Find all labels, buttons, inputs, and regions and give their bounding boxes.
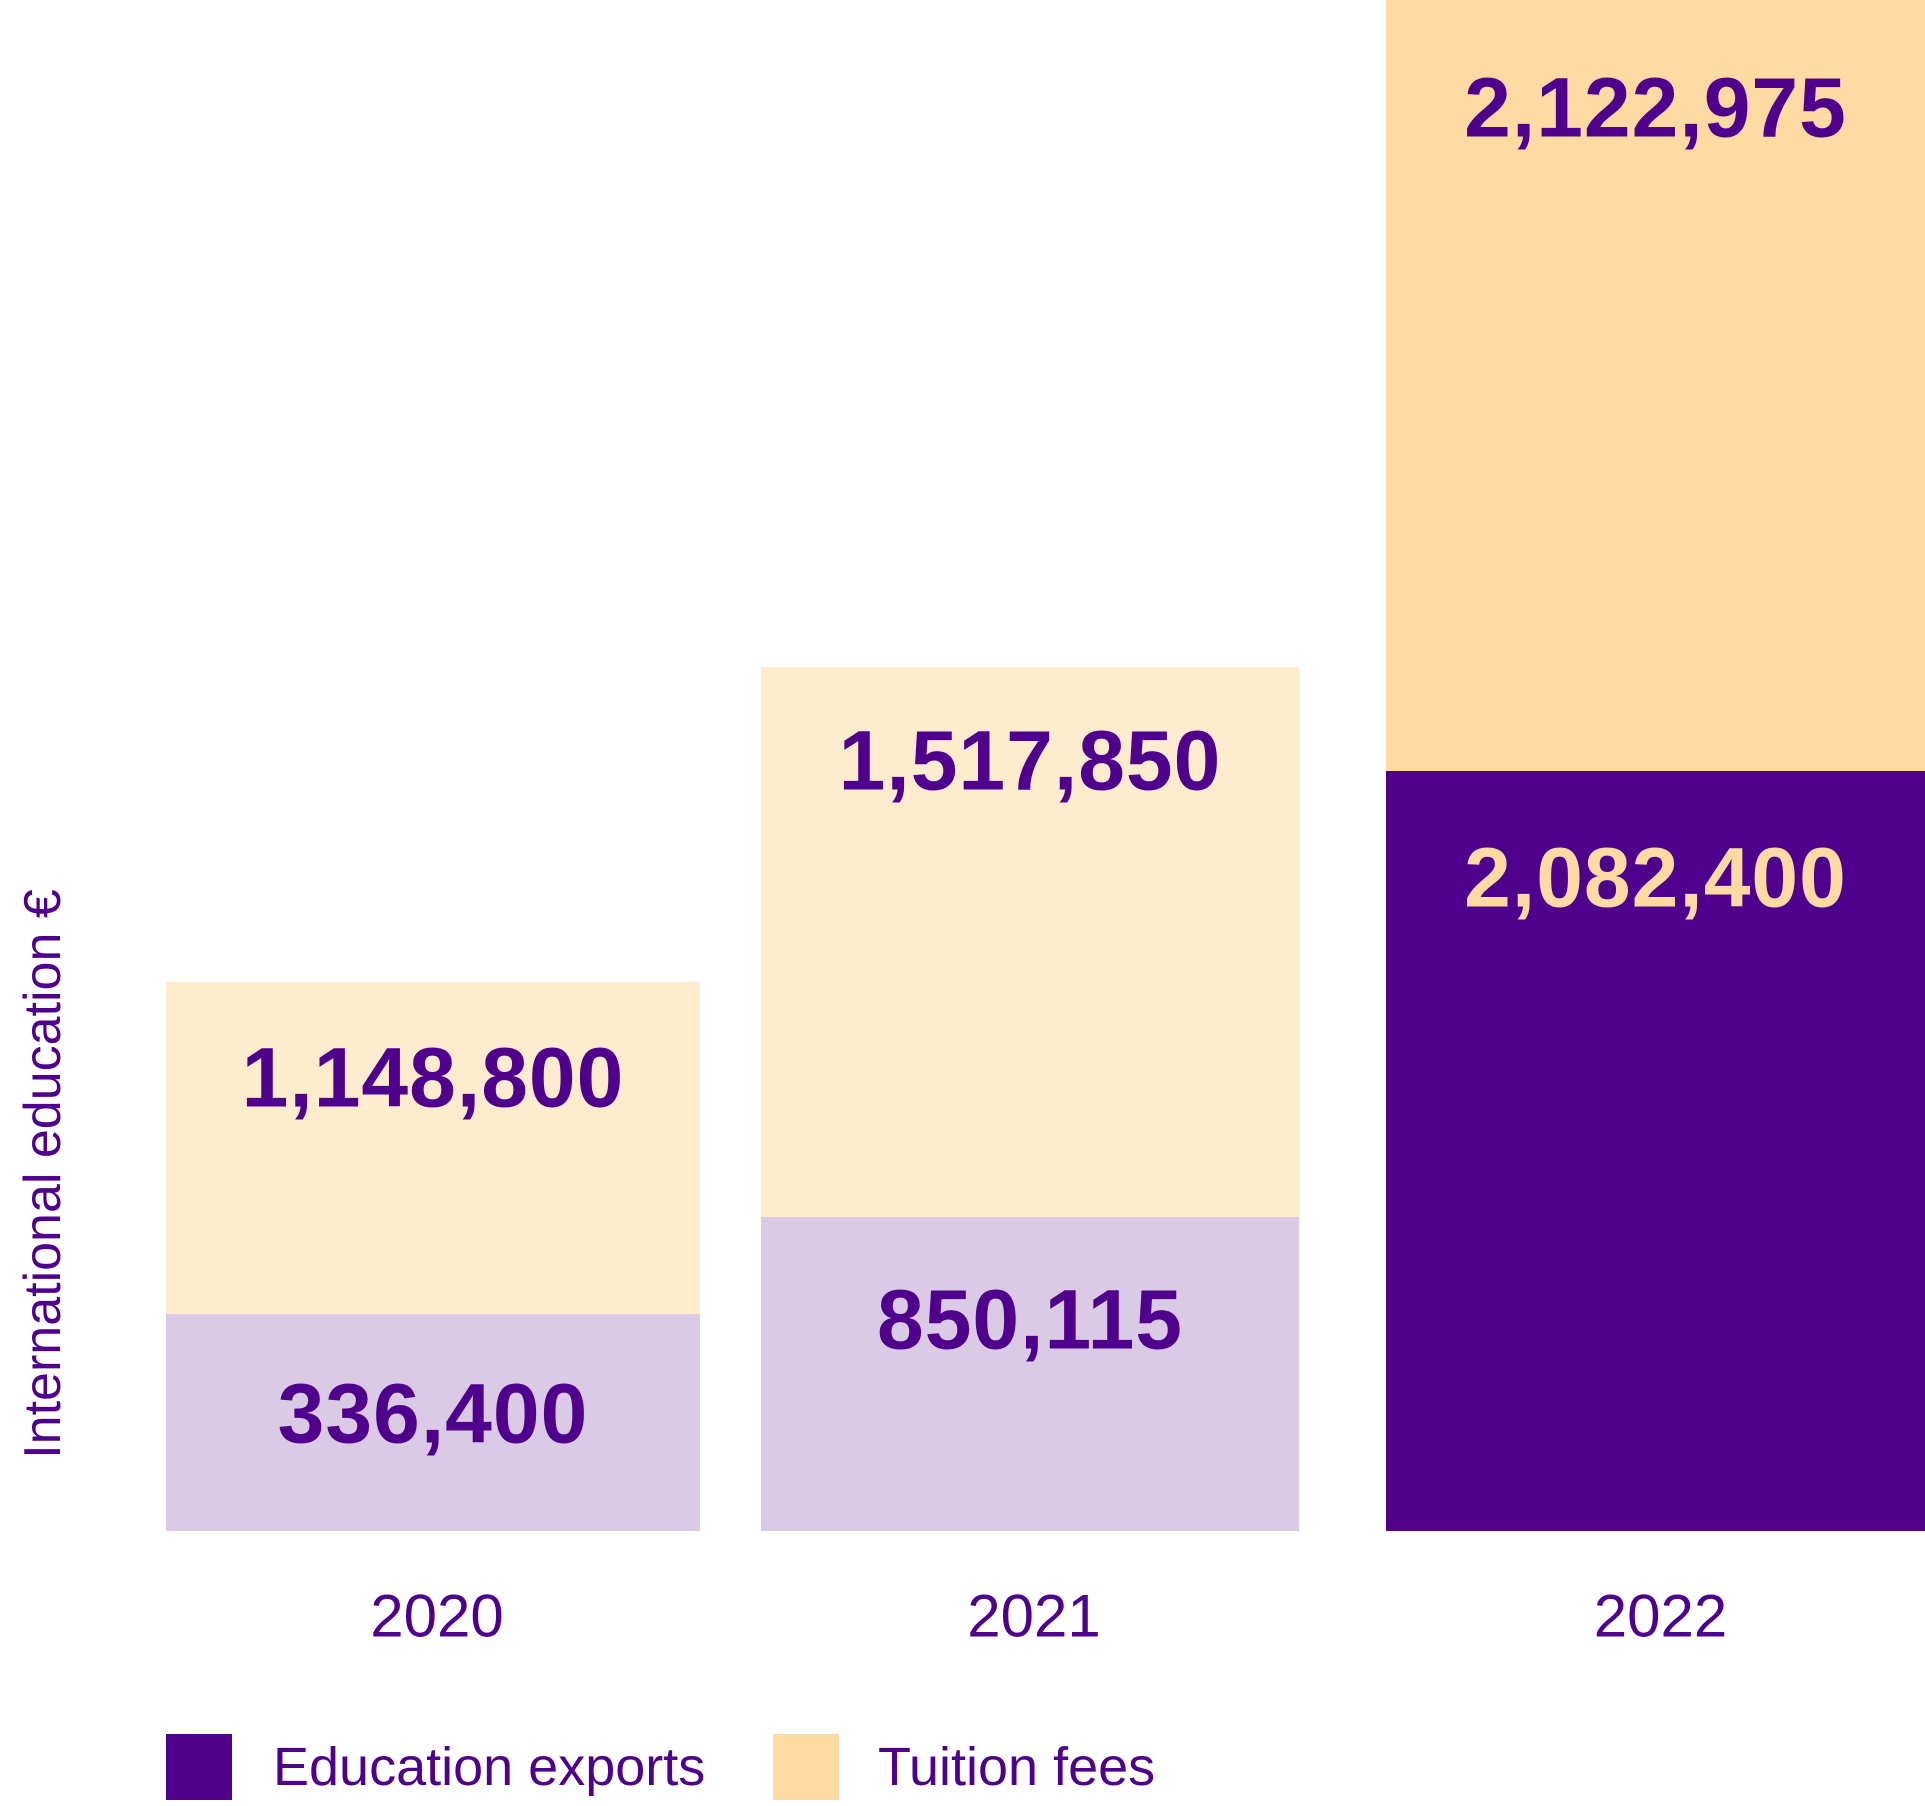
value-label-tuition-fees-2020: 1,148,800 — [241, 1030, 625, 1125]
x-tick-label-2020: 2020 — [370, 1582, 504, 1650]
legend-swatch-tuition-fees — [773, 1734, 839, 1800]
bar-tuition-fees-2020 — [166, 982, 700, 1314]
value-label-tuition-fees-2022: 2,122,975 — [1464, 60, 1847, 155]
bar-tuition-fees-2021 — [761, 667, 1299, 1217]
legend-label-tuition-fees: Tuition fees — [878, 1737, 1156, 1797]
x-tick-label-2022: 2022 — [1593, 1582, 1728, 1650]
value-label-education-exports-2020: 336,400 — [277, 1366, 589, 1461]
value-label-tuition-fees-2021: 1,517,850 — [838, 713, 1222, 808]
y-axis-label: International education € — [14, 889, 72, 1459]
legend-label-education-exports: Education exports — [273, 1737, 706, 1797]
legend-swatch-education-exports — [166, 1734, 232, 1800]
bar-tuition-fees-2022 — [1386, 0, 1925, 771]
bar-education-exports-2021 — [761, 1217, 1299, 1531]
bar-education-exports-2022 — [1386, 771, 1925, 1531]
value-label-education-exports-2021: 850,115 — [876, 1272, 1184, 1367]
value-label-education-exports-2022: 2,082,400 — [1464, 830, 1847, 925]
x-tick-label-2021: 2021 — [967, 1582, 1101, 1650]
bar-education-exports-2020 — [166, 1314, 700, 1531]
